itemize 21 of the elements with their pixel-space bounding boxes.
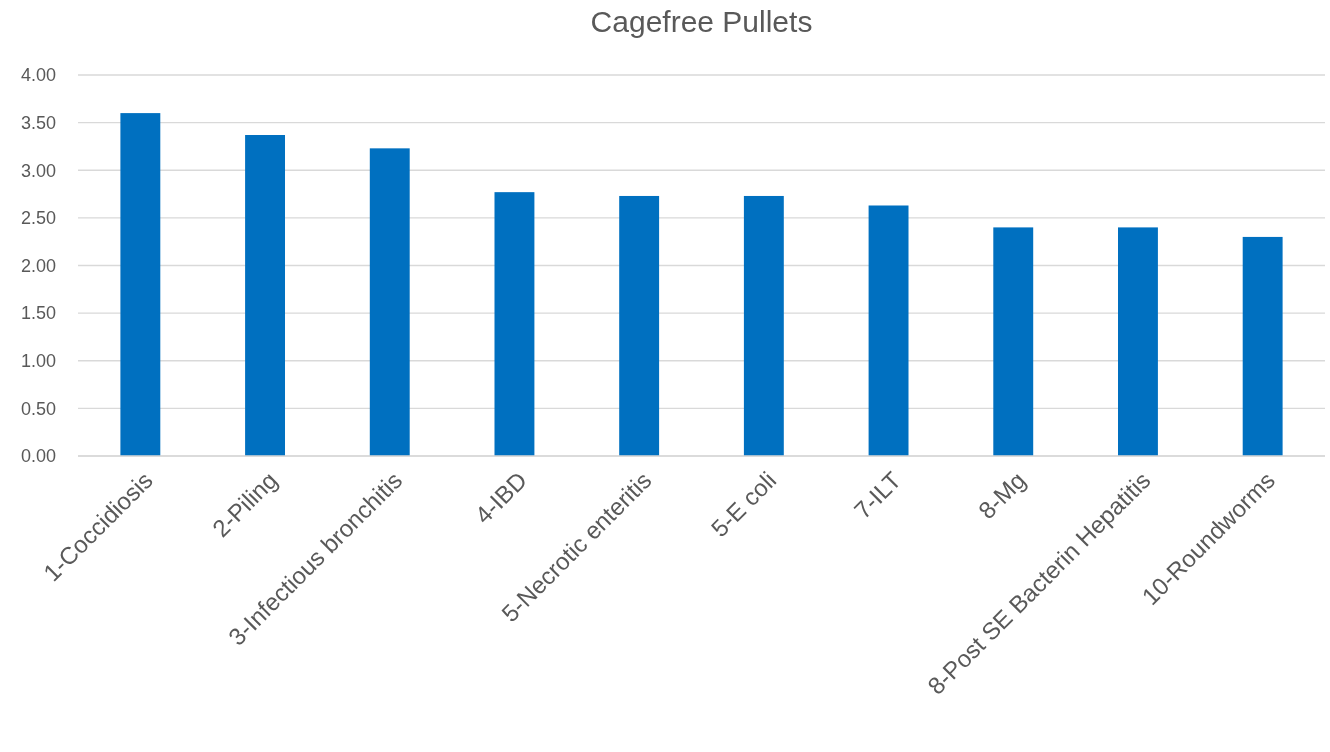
y-tick-label: 1.00 [20, 351, 56, 372]
bar [1118, 227, 1158, 456]
bar [369, 148, 410, 456]
chart-title: Cagefree Pullets [590, 5, 813, 38]
y-tick-label: 0.00 [20, 446, 56, 467]
y-tick-label: 3.50 [20, 112, 56, 133]
bar [494, 192, 535, 456]
y-tick-label: 4.00 [20, 65, 56, 86]
bar [743, 195, 784, 456]
bar [245, 135, 285, 456]
bar [120, 113, 161, 456]
y-tick-label: 0.50 [20, 398, 56, 419]
bar [868, 205, 909, 456]
bar [619, 195, 660, 456]
bar [993, 227, 1034, 456]
x-tick-label: 5-E coli [705, 466, 782, 543]
y-tick-label: 2.50 [20, 208, 56, 229]
bar [1242, 236, 1283, 456]
y-tick-label: 2.00 [20, 255, 56, 276]
y-tick-label: 1.50 [20, 303, 56, 324]
y-tick-label: 3.00 [20, 160, 56, 181]
